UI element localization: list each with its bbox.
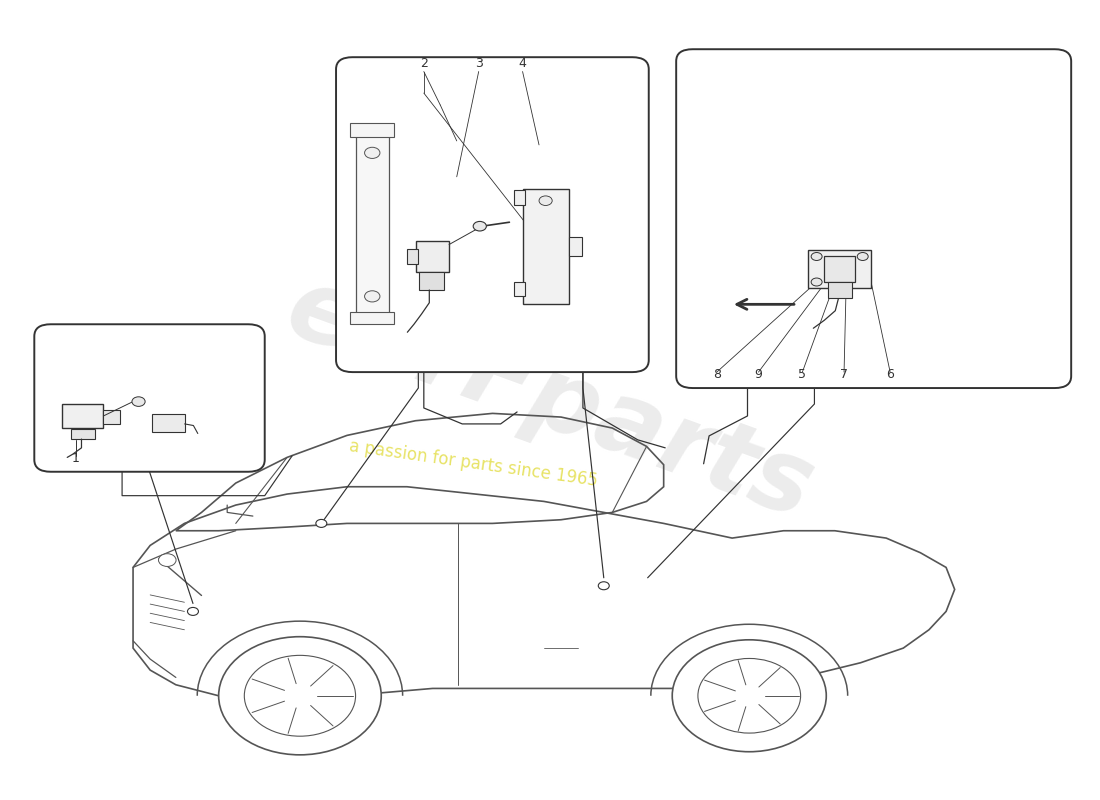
Bar	[416, 241, 449, 273]
FancyBboxPatch shape	[336, 57, 649, 372]
Text: 6: 6	[887, 369, 894, 382]
Circle shape	[132, 397, 145, 406]
Circle shape	[703, 252, 738, 278]
Bar	[827, 282, 851, 298]
Circle shape	[598, 582, 609, 590]
Circle shape	[672, 640, 826, 752]
FancyBboxPatch shape	[34, 324, 265, 472]
Circle shape	[697, 658, 801, 733]
Text: 1: 1	[73, 452, 80, 465]
Text: 3: 3	[475, 57, 483, 70]
Text: 2: 2	[420, 57, 428, 70]
Circle shape	[244, 655, 355, 736]
Circle shape	[364, 147, 380, 158]
Circle shape	[219, 637, 382, 755]
Bar	[419, 273, 443, 290]
Bar	[824, 257, 855, 282]
Text: 8: 8	[713, 369, 721, 382]
Circle shape	[857, 253, 868, 261]
Bar	[569, 237, 582, 257]
Circle shape	[316, 519, 327, 527]
Circle shape	[703, 216, 738, 242]
Circle shape	[539, 196, 552, 206]
Bar	[62, 404, 103, 428]
Circle shape	[811, 253, 822, 261]
Bar	[807, 250, 871, 288]
Circle shape	[473, 222, 486, 231]
Circle shape	[811, 278, 822, 286]
Bar	[152, 414, 185, 432]
Bar	[407, 249, 418, 265]
Circle shape	[703, 291, 738, 317]
Bar	[103, 410, 120, 424]
Circle shape	[158, 554, 176, 566]
Text: a passion for parts since 1965: a passion for parts since 1965	[348, 438, 598, 490]
Text: 4: 4	[518, 57, 527, 70]
Text: 5: 5	[799, 369, 806, 382]
Text: 9: 9	[755, 369, 762, 382]
Bar	[355, 129, 388, 320]
Bar	[350, 122, 394, 137]
Text: eurFparts: eurFparts	[274, 260, 826, 540]
Bar	[514, 190, 525, 205]
Bar	[514, 282, 525, 296]
Bar	[350, 312, 394, 324]
Text: 7: 7	[840, 369, 848, 382]
Circle shape	[187, 607, 198, 615]
Bar	[522, 189, 569, 304]
Circle shape	[364, 290, 380, 302]
Bar	[70, 429, 95, 439]
FancyBboxPatch shape	[676, 50, 1071, 388]
